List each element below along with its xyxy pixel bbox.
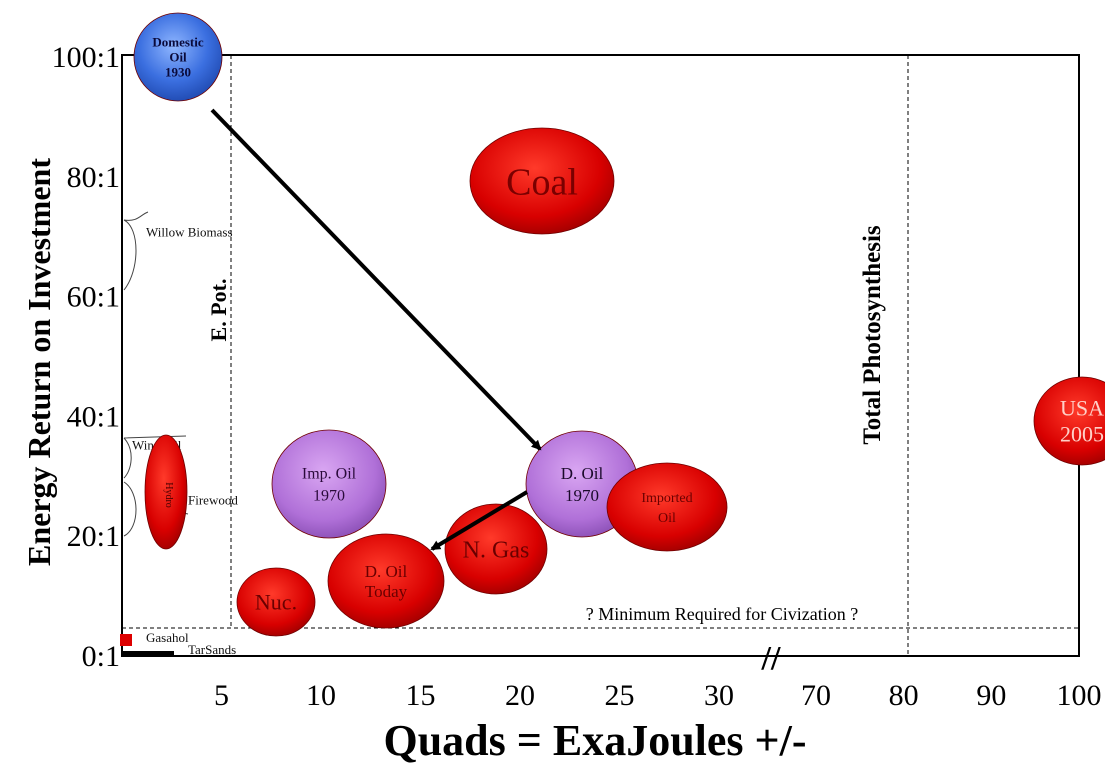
bubble-shape-nuc <box>236 567 316 637</box>
bubble-label-n-gas: N. Gas <box>463 537 530 563</box>
bubble-label-line: 1970 <box>313 488 345 505</box>
bubble-label-line: 1930 <box>165 65 191 80</box>
windmill-bracket <box>123 435 187 479</box>
tarsands-marker <box>122 651 174 656</box>
bubble-label-hydro: Hydro <box>163 482 174 508</box>
bubble-label-line: 2005 <box>1060 422 1104 447</box>
x-tick-label: 25 <box>605 679 635 712</box>
small-source-label-tarsands: TarSands <box>188 642 236 657</box>
bubble-shape-imported-oil <box>606 462 728 552</box>
bubble-label-line: D. Oil <box>365 562 408 581</box>
x-tick-label: 70 <box>801 679 831 712</box>
x-tick-label: 5 <box>214 679 229 712</box>
small-source-label-willow-biomass: Willow Biomass <box>146 225 233 240</box>
e-pot-label: E. Pot. <box>206 279 231 342</box>
bubble-shape-hydro <box>144 434 188 550</box>
bubble-shape-domestic-oil-1930 <box>133 12 223 102</box>
x-tick-label: 80 <box>889 679 919 712</box>
y-tick-labels: 0:1 20:1 40:1 60:1 80:1 100:1 <box>52 41 120 673</box>
bubble-label-imported-oil: Imported Oil <box>641 491 692 526</box>
bubble-label-line: Oil <box>169 50 187 65</box>
bubble-label-imp-oil-1970: Imp. Oil 1970 <box>302 466 357 505</box>
x-tick-label: 90 <box>976 679 1006 712</box>
y-tick-label: 0:1 <box>82 640 120 673</box>
bubble-label-d-oil-today: D. Oil Today <box>365 562 408 601</box>
bubble-n-gas: N. Gas <box>444 503 548 595</box>
x-tick-label: 10 <box>306 679 336 712</box>
bubble-label-d-oil-1970: D. Oil 1970 <box>561 464 604 505</box>
small-source-label-gasahol: Gasahol <box>146 630 189 645</box>
bubble-label-usa-2005: USA 2005 <box>1060 396 1104 447</box>
small-source-label-firewood: Firewood <box>188 492 238 507</box>
bubble-coal: Coal <box>469 127 615 235</box>
x-tick-label: 30 <box>704 679 734 712</box>
bubble-label-line: Hydro <box>163 482 174 508</box>
bubble-label-line: Domestic <box>152 35 203 50</box>
bubble-label-domestic-oil-1930: Domestic Oil 1930 <box>152 35 203 80</box>
bubble-nuc: Nuc. <box>236 567 316 637</box>
bubble-label-line: 1970 <box>565 486 599 505</box>
bubble-label-coal: Coal <box>506 161 578 203</box>
bubble-label-line: Coal <box>506 161 578 203</box>
y-tick-label: 100:1 <box>52 41 120 74</box>
bubble-label-nuc: Nuc. <box>255 590 297 615</box>
minimum-required-label: ? Minimum Required for Civization ? <box>586 604 858 624</box>
bubble-imported-oil: Imported Oil <box>606 462 728 552</box>
x-tick-label: 20 <box>505 679 535 712</box>
plot-frame <box>121 54 1080 657</box>
bubble-shape-imp-oil-1970 <box>271 429 387 539</box>
bubble-shape-usa-2005 <box>1033 376 1105 466</box>
bubble-usa-2005: USA 2005 <box>1033 376 1105 466</box>
y-axis-title: Energy Return on Investment <box>21 158 57 566</box>
bubble-label-line: USA <box>1060 396 1104 421</box>
bubble-shape-coal <box>469 127 615 235</box>
y-tick-label: 20:1 <box>67 520 120 553</box>
bubble-label-line: Today <box>365 582 408 601</box>
y-tick-label: 40:1 <box>67 400 120 433</box>
bubble-shape-d-oil-today <box>327 533 445 629</box>
bubble-imp-oil-1970: Imp. Oil 1970 <box>271 429 387 539</box>
bubble-domestic-oil-1930: Domestic Oil 1930 <box>133 12 223 102</box>
y-tick-label: 60:1 <box>67 281 120 314</box>
y-tick-label: 80:1 <box>67 161 120 194</box>
x-axis-title: Quads = ExaJoules +/- <box>383 716 806 765</box>
bubble-label-line: N. Gas <box>463 537 530 563</box>
willow-biomass-bracket <box>123 211 149 291</box>
arrow-d-oil-1970-to-d-oil-today <box>430 490 529 551</box>
bubble-label-line: Imp. Oil <box>302 466 357 483</box>
bubble-hydro: Hydro <box>144 434 188 550</box>
bubble-label-line: D. Oil <box>561 464 604 483</box>
total-photosynthesis-label: Total Photosynthesis <box>859 225 886 445</box>
x-tick-label: 15 <box>406 679 436 712</box>
x-tick-labels: 5 10 15 20 25 30 70 80 90 100 <box>214 679 1102 712</box>
bubble-label-line: Oil <box>658 511 676 526</box>
axis-break-symbol: // <box>761 640 781 677</box>
trend-arrows <box>210 108 542 551</box>
x-tick-label: 100 <box>1057 679 1102 712</box>
bubble-label-line: Imported <box>641 491 692 506</box>
gasahol-marker <box>120 634 132 646</box>
bubble-d-oil-today: D. Oil Today <box>327 533 445 629</box>
arrow-domestic-oil-1930-to-d-oil-1970 <box>210 108 542 451</box>
bubble-label-line: Nuc. <box>255 590 297 615</box>
